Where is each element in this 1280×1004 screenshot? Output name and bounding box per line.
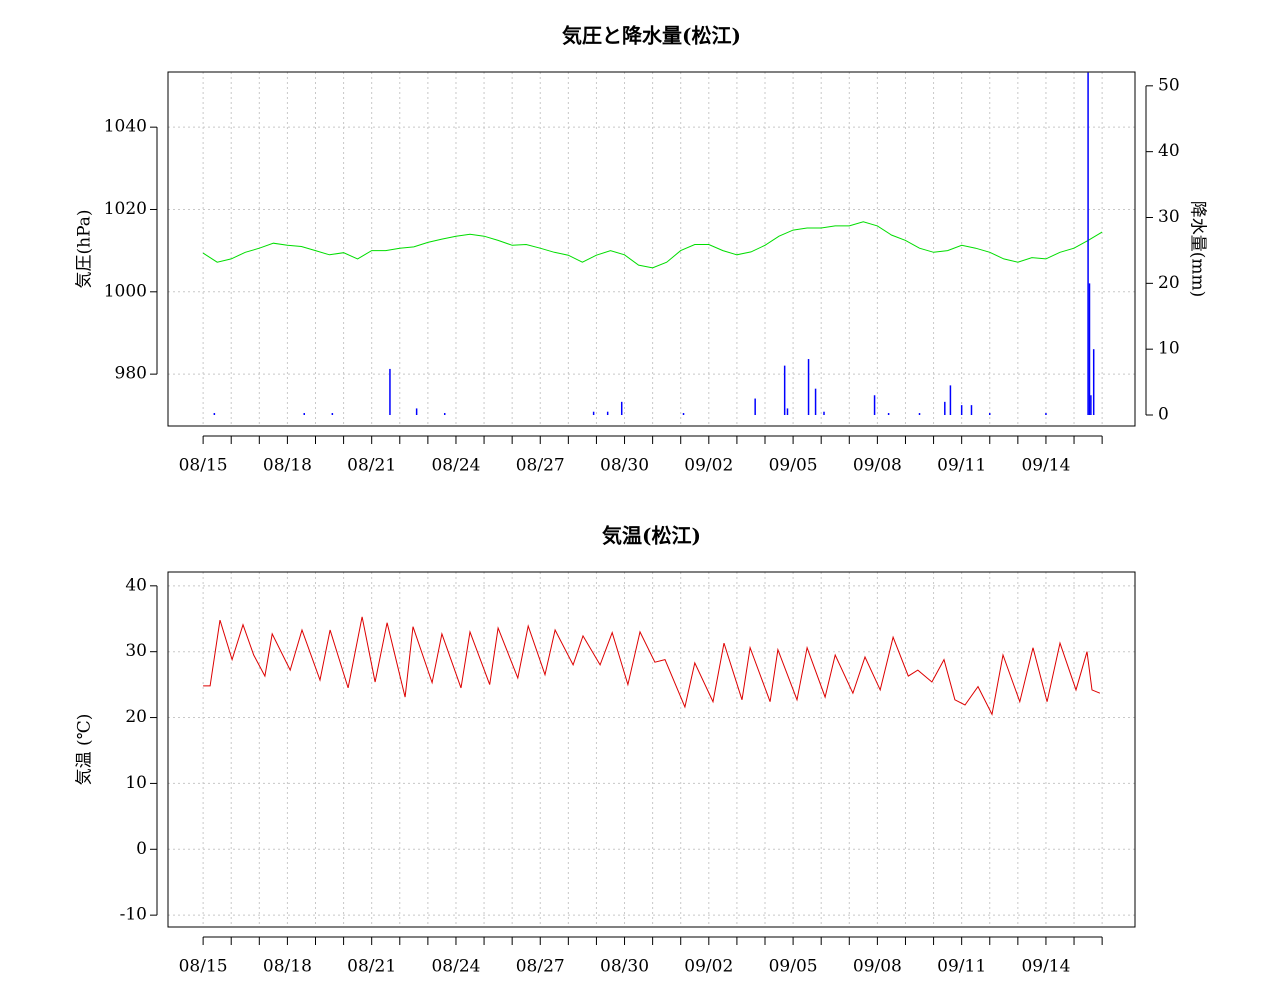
chart-title: 気温(松江) xyxy=(602,524,701,548)
x-tick-label: 08/27 xyxy=(516,957,565,977)
y-axis-label: 気圧(hPa) xyxy=(75,209,95,288)
data-line xyxy=(202,221,1103,269)
y-tick-label: -10 xyxy=(120,905,147,925)
y-tick-label: 10 xyxy=(125,773,147,793)
x-tick-label: 09/11 xyxy=(937,957,986,977)
y2-axis-label: 降水量(mm) xyxy=(1188,201,1208,298)
y2-tick-label: 50 xyxy=(1158,75,1180,95)
y-tick-label: 980 xyxy=(115,364,147,384)
x-tick-label: 09/08 xyxy=(853,456,902,476)
data-line xyxy=(203,616,1101,716)
y2-tick-label: 0 xyxy=(1158,405,1169,425)
y2-tick-label: 20 xyxy=(1158,273,1180,293)
x-tick-label: 08/30 xyxy=(600,456,649,476)
x-tick-label: 08/15 xyxy=(179,957,228,977)
x-tick-label: 08/30 xyxy=(600,957,649,977)
x-tick-label: 09/11 xyxy=(937,456,986,476)
y-tick-label: 40 xyxy=(125,575,147,595)
x-tick-label: 09/14 xyxy=(1021,456,1070,476)
y-tick-label: 1000 xyxy=(104,281,147,301)
x-tick-label: 09/14 xyxy=(1021,957,1070,977)
y-tick-label: 20 xyxy=(125,707,147,727)
y2-tick-label: 40 xyxy=(1158,141,1180,161)
plot-frame xyxy=(167,71,1136,427)
x-tick-label: 08/27 xyxy=(516,456,565,476)
y2-tick-label: 30 xyxy=(1158,207,1180,227)
x-tick-label: 09/05 xyxy=(769,957,818,977)
y-tick-label: 0 xyxy=(136,839,147,859)
x-tick-label: 08/21 xyxy=(347,456,396,476)
x-tick-label: 08/24 xyxy=(431,456,480,476)
y-tick-label: 30 xyxy=(125,641,147,661)
x-tick-label: 09/02 xyxy=(684,957,733,977)
x-tick-label: 08/18 xyxy=(263,957,312,977)
y2-tick-label: 10 xyxy=(1158,339,1180,359)
x-tick-label: 09/05 xyxy=(769,456,818,476)
y-axis-label: 気温 (℃) xyxy=(75,714,95,786)
x-tick-label: 08/21 xyxy=(347,957,396,977)
x-tick-label: 08/18 xyxy=(263,456,312,476)
x-tick-label: 09/08 xyxy=(853,957,902,977)
x-tick-label: 09/02 xyxy=(684,456,733,476)
x-tick-label: 08/24 xyxy=(431,957,480,977)
x-tick-label: 08/15 xyxy=(179,456,228,476)
y-tick-label: 1020 xyxy=(104,199,147,219)
chart-title: 気圧と降水量(松江) xyxy=(562,24,741,48)
plot-frame xyxy=(167,571,1136,928)
y-tick-label: 1040 xyxy=(104,117,147,137)
